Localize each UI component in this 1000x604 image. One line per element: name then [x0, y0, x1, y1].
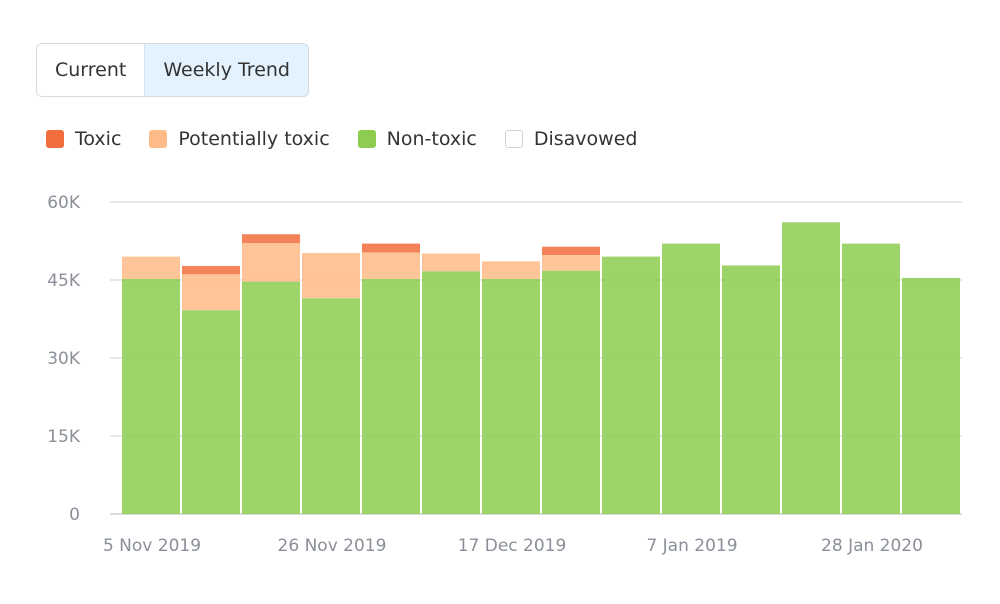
x-tick-label: 7 Jan 2019: [646, 536, 737, 556]
bar-segment-non-toxic[interactable]: [122, 278, 180, 514]
x-tick-label: 17 Dec 2019: [458, 536, 567, 556]
bar-segment-toxic[interactable]: [182, 265, 240, 275]
legend-item-potentially-toxic[interactable]: Potentially toxic: [149, 128, 330, 150]
legend-swatch-toxic: [46, 130, 64, 148]
legend-swatch-non-toxic: [357, 130, 376, 148]
bar-segment-non-toxic[interactable]: [782, 222, 840, 514]
bar-segment-non-toxic[interactable]: [242, 281, 300, 514]
bar-segment-non-toxic[interactable]: [182, 310, 240, 514]
legend-label-disavowed: Disavowed: [533, 128, 638, 150]
bar-segment-non-toxic[interactable]: [302, 298, 360, 514]
bar-segment-toxic[interactable]: [362, 243, 420, 253]
y-tick-label: 60K: [47, 193, 81, 213]
y-axis: 0 15K 30K 45K 60K: [47, 193, 81, 525]
legend-swatch-disavowed: [504, 130, 523, 148]
legend-label-toxic: Toxic: [75, 128, 122, 150]
bar-segment-potentially-toxic[interactable]: [302, 252, 360, 299]
bar-segment-non-toxic[interactable]: [842, 243, 900, 514]
bar-segment-non-toxic[interactable]: [482, 278, 540, 514]
bar-segment-potentially-toxic[interactable]: [422, 253, 480, 272]
legend-item-non-toxic[interactable]: Non-toxic: [357, 128, 477, 150]
bar-segment-non-toxic[interactable]: [662, 243, 720, 514]
bar-segment-toxic[interactable]: [542, 246, 600, 256]
bar-segment-potentially-toxic[interactable]: [242, 243, 300, 282]
bar-segment-non-toxic[interactable]: [542, 270, 600, 514]
tab-current[interactable]: Current: [37, 44, 145, 96]
bar-segment-potentially-toxic[interactable]: [362, 252, 420, 279]
x-axis: 5 Nov 2019 26 Nov 2019 17 Dec 2019 7 Jan 20…: [103, 536, 923, 556]
tab-weekly-trend[interactable]: Weekly Trend: [144, 44, 308, 96]
legend-label-potentially-toxic: Potentially toxic: [178, 128, 330, 150]
bar-segment-non-toxic[interactable]: [602, 256, 660, 514]
y-tick-label: 15K: [47, 427, 81, 447]
bar-segment-potentially-toxic[interactable]: [182, 274, 240, 311]
legend-item-disavowed[interactable]: Disavowed: [504, 128, 638, 150]
legend-item-toxic[interactable]: Toxic: [46, 128, 121, 150]
x-tick-label: 26 Nov 2019: [278, 536, 387, 556]
legend-label-non-toxic: Non-toxic: [386, 128, 477, 150]
x-tick-label: 5 Nov 2019: [103, 536, 201, 556]
bar-segment-non-toxic[interactable]: [362, 278, 420, 514]
bar-segment-potentially-toxic[interactable]: [542, 255, 600, 271]
view-toggle: Current Weekly Trend: [36, 43, 309, 97]
bar-segment-non-toxic[interactable]: [722, 265, 780, 514]
y-tick-label: 30K: [47, 349, 81, 369]
bars: [122, 222, 960, 514]
bar-segment-toxic[interactable]: [242, 234, 300, 244]
y-tick-label: 0: [69, 505, 80, 525]
x-tick-label: 28 Jan 2020: [821, 536, 923, 556]
bar-segment-potentially-toxic[interactable]: [122, 256, 180, 279]
y-tick-label: 45K: [47, 271, 81, 291]
bar-segment-non-toxic[interactable]: [902, 277, 960, 514]
chart-legend: Toxic Potentially toxic Non-toxic Disavo…: [46, 128, 665, 150]
bar-segment-potentially-toxic[interactable]: [482, 261, 540, 279]
legend-swatch-potentially-toxic: [149, 130, 168, 148]
bar-segment-non-toxic[interactable]: [422, 271, 480, 514]
